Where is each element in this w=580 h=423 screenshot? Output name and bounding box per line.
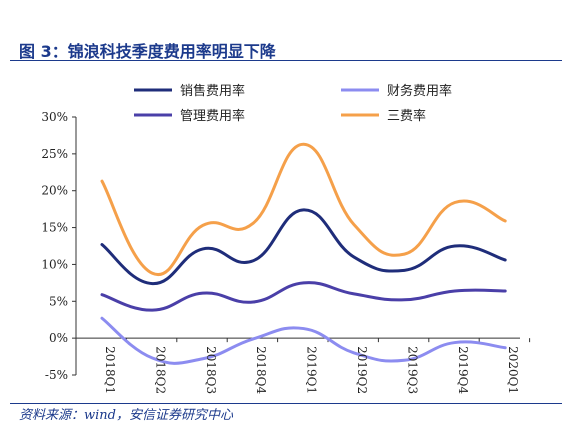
y-tick-label: 25%	[41, 147, 68, 161]
x-tick-label: 2018Q4	[254, 346, 268, 394]
title-divider	[10, 60, 562, 61]
series-line-1	[100, 208, 507, 286]
y-tick-label: 15%	[41, 221, 68, 235]
line-chart: -5%0%5%10%15%20%25%30% 2018Q1 2018Q2 2018Q…	[41, 83, 531, 395]
x-tick-label: 2019Q3	[405, 346, 419, 394]
x-tick-label: 2020Q1	[506, 346, 520, 394]
legend-label: 管理费用率	[180, 108, 245, 124]
figure-header: 图 3：锦浪科技季度费用率明显下降	[0, 0, 580, 64]
chart-series-lines	[100, 142, 507, 365]
figure-title: 图 3：锦浪科技季度费用率明显下降	[19, 42, 276, 61]
source-divider	[10, 403, 562, 404]
y-tick-label: 5%	[49, 294, 68, 308]
legend-label: 三费率	[387, 108, 426, 124]
x-tick-label: 2018Q3	[204, 346, 218, 394]
series-line-3	[100, 281, 507, 312]
series-line-2	[100, 316, 507, 365]
series-line-4	[100, 142, 507, 277]
y-tick-label: 0%	[49, 331, 68, 345]
y-tick-label: 30%	[41, 110, 68, 124]
x-tick-label: 2019Q1	[305, 346, 319, 394]
x-axis-tick-labels: 2018Q1 2018Q2 2018Q3 2018Q4 2019Q1 2019Q2 2019…	[103, 346, 520, 394]
source-note: 资料来源：wind，安信证券研究中心	[19, 408, 233, 423]
y-tick-label: 20%	[41, 184, 68, 198]
legend-label: 销售费用率	[180, 83, 245, 99]
x-tick-label: 2019Q4	[456, 346, 470, 394]
chart-axes: -5% 0% 5% 10% 15% 20% 25% 30%	[41, 110, 531, 382]
y-tick-label: -5%	[45, 368, 68, 382]
y-tick-label: 10%	[41, 257, 68, 271]
x-tick-label: 2018Q2	[153, 346, 167, 394]
x-tick-label: 2019Q2	[355, 346, 369, 394]
x-tick-label: 2018Q1	[103, 346, 117, 394]
legend-label: 财务费用率	[387, 83, 452, 99]
